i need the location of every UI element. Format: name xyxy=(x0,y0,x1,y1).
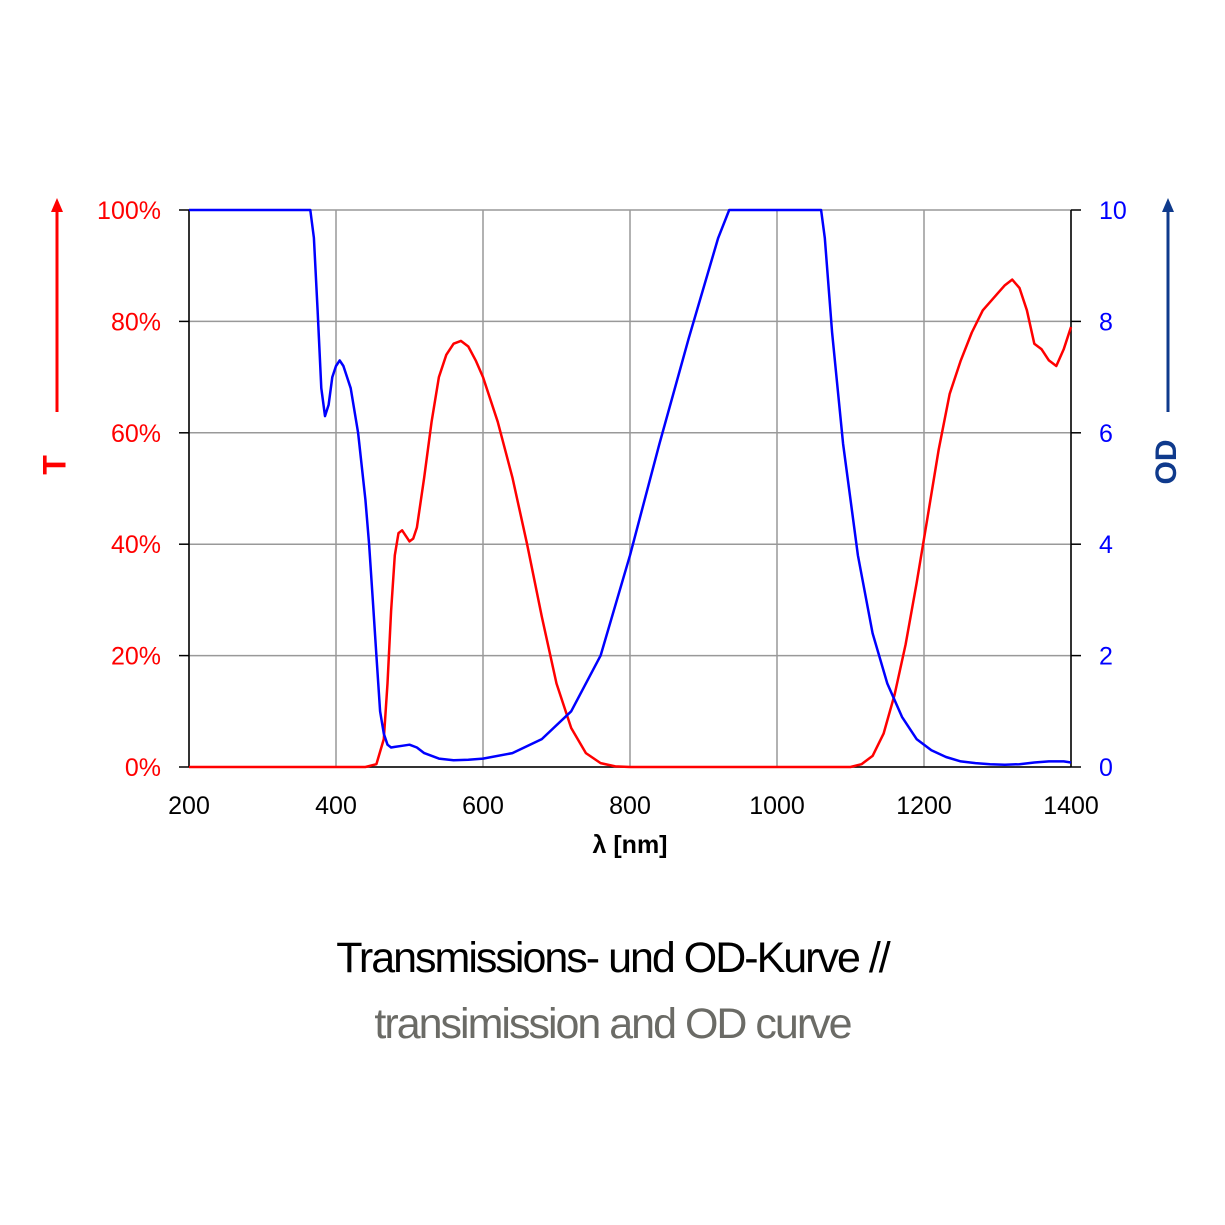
x-tick-label: 1000 xyxy=(749,792,805,820)
x-tick-label: 600 xyxy=(462,792,504,820)
left-tick-label: 60% xyxy=(111,420,161,448)
right-tick-label: 6 xyxy=(1099,420,1113,448)
left-axis-label: T xyxy=(36,455,72,475)
left-tick-label: 80% xyxy=(111,308,161,336)
x-tick-label: 1200 xyxy=(896,792,952,820)
left-tick-label: 40% xyxy=(111,531,161,559)
caption-subtitle: transimission and OD curve xyxy=(374,1000,852,1048)
chart-svg: 0% 20% 40% 60% 80% 100% 0 2 4 6 8 10 200 400 600 800 1… xyxy=(36,197,1183,859)
x-tick-labels: 200 400 600 800 1000 1200 1400 xyxy=(168,792,1099,820)
x-tick-label: 1400 xyxy=(1043,792,1099,820)
od-line xyxy=(189,208,1072,767)
left-axis-arrow xyxy=(51,198,63,412)
right-axis-label: OD xyxy=(1150,440,1183,485)
right-tick-label: 0 xyxy=(1099,754,1113,782)
caption-title: Transmissions- und OD-Kurve // xyxy=(336,934,891,982)
left-tick-label: 0% xyxy=(125,754,161,782)
right-tick-label: 2 xyxy=(1099,643,1113,671)
right-tick-label: 4 xyxy=(1099,531,1113,559)
right-tick-label: 10 xyxy=(1099,197,1127,225)
transmission-line xyxy=(189,278,1073,769)
x-axis-label: λ [nm] xyxy=(593,831,668,859)
right-tick-label: 8 xyxy=(1099,308,1113,336)
right-y-tick-labels: 0 2 4 6 8 10 xyxy=(1099,197,1127,782)
left-tick-label: 100% xyxy=(97,197,161,225)
transmission-series xyxy=(189,278,1073,769)
od-series xyxy=(189,208,1072,767)
x-tick-label: 800 xyxy=(609,792,651,820)
x-tick-label: 400 xyxy=(315,792,357,820)
right-axis-arrow xyxy=(1162,198,1174,412)
left-y-tick-labels: 0% 20% 40% 60% 80% 100% xyxy=(97,197,161,782)
x-tick-label: 200 xyxy=(168,792,210,820)
left-tick-label: 20% xyxy=(111,643,161,671)
grid-lines xyxy=(188,209,1072,768)
